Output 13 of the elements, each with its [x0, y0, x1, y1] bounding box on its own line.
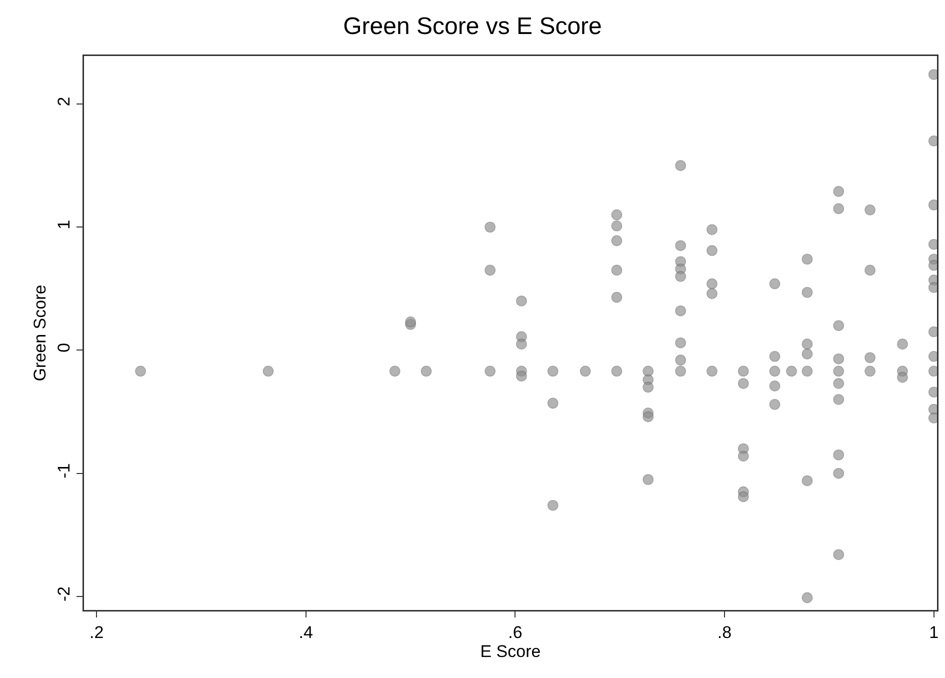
y-tick-label: -1 [54, 463, 74, 478]
x-tick-label: .4 [298, 622, 313, 642]
x-tick-label: 1 [929, 622, 939, 642]
y-axis-title: Green Score [30, 284, 50, 382]
x-tick-label: .6 [508, 622, 522, 642]
x-tick-label: .2 [89, 622, 104, 642]
y-tick-label: -2 [54, 586, 74, 602]
y-tick-label: 2 [54, 96, 74, 106]
chart-title: Green Score vs E Score [343, 12, 602, 40]
y-tick-label: 0 [54, 342, 74, 352]
x-axis-title: E Score [480, 642, 541, 661]
y-tick-label: 1 [54, 220, 74, 230]
x-tick-label: .8 [717, 622, 732, 642]
